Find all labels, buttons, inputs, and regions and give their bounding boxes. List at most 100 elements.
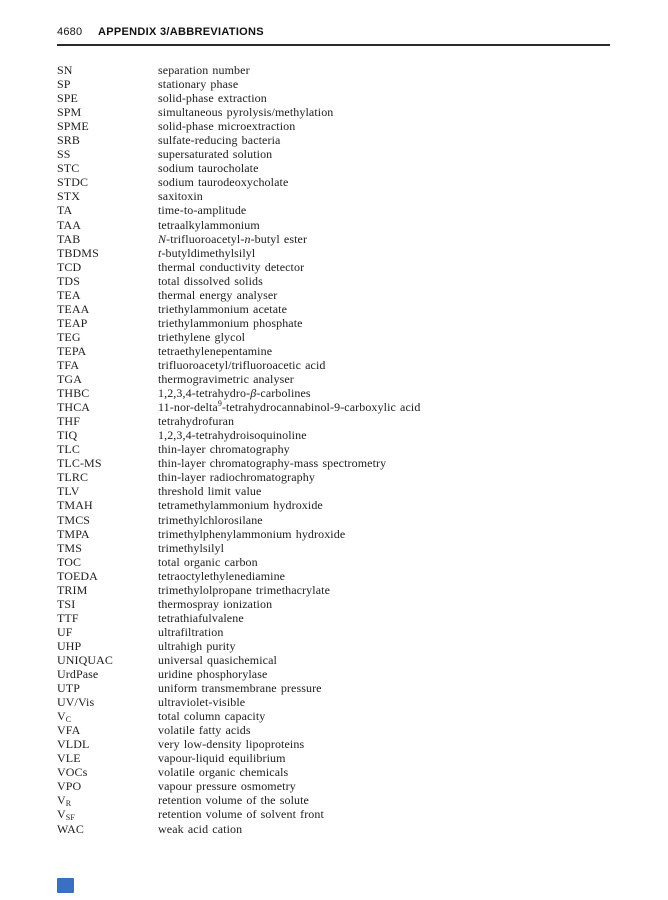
abbreviation: TA [57, 203, 73, 218]
abbreviation: TBDMS [57, 245, 99, 260]
list-item: TEAP triethylammonium phosphate [57, 316, 617, 330]
abbreviation: TLV [57, 484, 80, 499]
abbreviation: TOC [57, 554, 82, 569]
list-item: TEA thermal energy analyser [57, 288, 617, 302]
list-item: UV/Vis ultraviolet-visible [57, 695, 617, 709]
abbreviation: WAC [57, 821, 84, 836]
list-item: TTF tetrathiafulvalene [57, 611, 617, 625]
abbreviation: SRB [57, 133, 80, 148]
list-item: TFA trifluoroacetyl/trifluoroacetic acid [57, 358, 617, 372]
definition: sulfate-reducing bacteria [158, 133, 281, 148]
list-item: TLC-MS thin-layer chromatography-mass spe… [57, 456, 617, 470]
definition: volatile fatty acids [158, 723, 251, 738]
list-item: SS supersaturated solution [57, 147, 617, 161]
definition: tetramethylammonium hydroxide [158, 498, 323, 513]
definition: tetrathiafulvalene [158, 610, 244, 625]
definition: 1,2,3,4-tetrahydro-β-carbolines [158, 386, 311, 401]
definition: tetraethylenepentamine [158, 343, 273, 358]
definition: retention volume of solvent front [158, 807, 324, 822]
list-item: VSF retention volume of solvent front [57, 807, 617, 822]
link-annotation-marker [57, 878, 74, 893]
abbreviation: TOEDA [57, 568, 98, 583]
abbreviation: UrdPase [57, 667, 99, 682]
header-title: APPENDIX 3/ABBREVIATIONS [98, 26, 264, 38]
abbreviation: STDC [57, 175, 89, 190]
definition: retention volume of the solute [158, 793, 309, 808]
list-item: VPO vapour pressure osmometry [57, 779, 617, 793]
abbreviation: VPO [57, 779, 82, 794]
definition: simultaneous pyrolysis/methylation [158, 105, 334, 120]
abbreviation: VLE [57, 751, 81, 766]
list-item: TEAA triethylammonium acetate [57, 302, 617, 316]
definition: tetrahydrofuran [158, 414, 235, 429]
abbreviation: VC [57, 709, 72, 725]
abbreviation: TTF [57, 610, 79, 625]
list-item: VFA volatile fatty acids [57, 723, 617, 737]
list-item: THBC 1,2,3,4-tetrahydro-β-carbolines [57, 386, 617, 400]
definition: time-to-amplitude [158, 203, 247, 218]
definition: very low-density lipoproteins [158, 737, 305, 752]
list-item: STX saxitoxin [57, 189, 617, 203]
definition: tetraalkylammonium [158, 217, 260, 232]
definition: weak acid cation [158, 821, 243, 836]
abbreviation: TMPA [57, 526, 90, 541]
abbreviation: TEG [57, 329, 81, 344]
definition: supersaturated solution [158, 147, 273, 162]
definition: triethylammonium acetate [158, 301, 288, 316]
list-item: TA time-to-amplitude [57, 203, 617, 217]
list-item: TOC total organic carbon [57, 555, 617, 569]
list-item: TRIM trimethylolpropane trimethacrylate [57, 583, 617, 597]
list-item: TOEDA tetraoctylethylenediamine [57, 569, 617, 583]
definition: ultraviolet-visible [158, 695, 246, 710]
list-item: UrdPase uridine phosphorylase [57, 667, 617, 681]
abbreviation: TDS [57, 273, 80, 288]
definition: uniform transmembrane pressure [158, 681, 322, 696]
list-item: TAB N-trifluoroacetyl-n-butyl ester [57, 232, 617, 246]
abbreviation: TAB [57, 231, 81, 246]
abbreviation: STC [57, 161, 80, 176]
abbreviation: TMCS [57, 512, 91, 527]
abbreviation: TGA [57, 372, 82, 387]
abbreviation: TIQ [57, 428, 78, 443]
definition: t-butyldimethylsilyl [158, 245, 256, 260]
abbreviation: THBC [57, 386, 90, 401]
abbreviation: UV/Vis [57, 695, 95, 710]
definition: ultrahigh purity [158, 638, 236, 653]
list-item: TAA tetraalkylammonium [57, 218, 617, 232]
definition: solid-phase microextraction [158, 119, 296, 134]
definition: thin-layer radiochromatography [158, 470, 315, 485]
list-item: VR retention volume of the solute [57, 793, 617, 808]
abbreviation: SPE [57, 91, 78, 106]
list-item: UNIQUAC universal quasichemical [57, 653, 617, 667]
definition: vapour pressure osmometry [158, 779, 296, 794]
list-item: TMS trimethylsilyl [57, 541, 617, 555]
abbreviation: TSI [57, 596, 76, 611]
list-item: TLRC thin-layer radiochromatography [57, 470, 617, 484]
definition: solid-phase extraction [158, 91, 267, 106]
list-item: VC total column capacity [57, 709, 617, 725]
definition: universal quasichemical [158, 652, 277, 667]
list-item: SPM simultaneous pyrolysis/methylation [57, 105, 617, 119]
list-item: THCA 11-nor-delta9-tetrahydrocannabinol-9… [57, 400, 617, 415]
definition: triethylammonium phosphate [158, 315, 303, 330]
abbreviation: TEAP [57, 315, 88, 330]
abbreviation-list: SN separation number SP stationary phase SPE… [57, 63, 617, 836]
definition: volatile organic chemicals [158, 765, 289, 780]
abbreviation: TEAA [57, 301, 90, 316]
definition: thermogravimetric analyser [158, 372, 294, 387]
definition: trimethylchlorosilane [158, 512, 263, 527]
list-item: UHP ultrahigh purity [57, 639, 617, 653]
abbreviation: TRIM [57, 582, 88, 597]
list-item: STC sodium taurocholate [57, 161, 617, 175]
abbreviation: SP [57, 77, 71, 92]
definition: thermospray ionization [158, 596, 273, 611]
abbreviation: UTP [57, 681, 80, 696]
list-item: UTP uniform transmembrane pressure [57, 681, 617, 695]
list-item: SPE solid-phase extraction [57, 91, 617, 105]
abbreviation: VFA [57, 723, 81, 738]
definition: N-trifluoroacetyl-n-butyl ester [158, 231, 308, 246]
header-rule-divider [57, 44, 610, 46]
definition: trimethylphenylammonium hydroxide [158, 526, 346, 541]
abbreviation: SPM [57, 105, 82, 120]
definition: saxitoxin [158, 189, 203, 204]
